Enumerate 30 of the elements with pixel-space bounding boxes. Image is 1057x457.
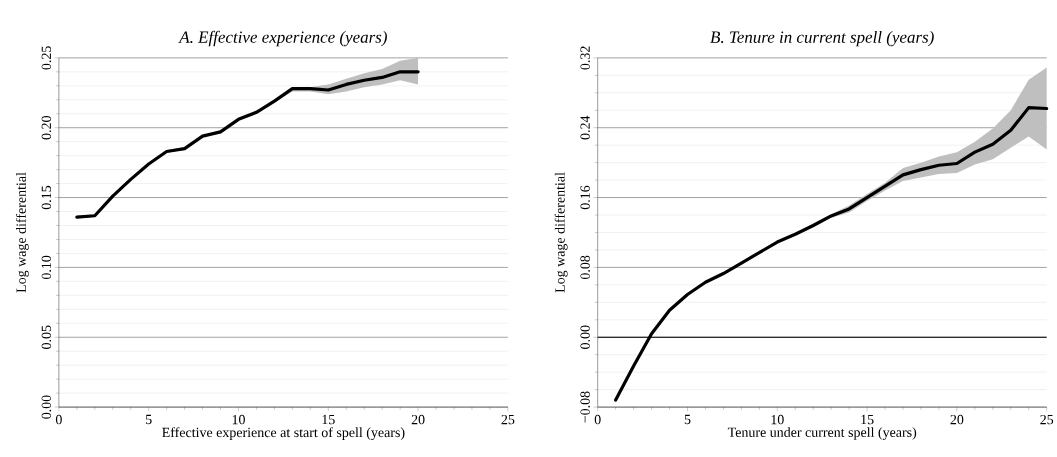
x-tick-label: 0 [594,414,601,425]
y-tick-label: 0.20 [41,116,52,140]
y-tick-label: 0.24 [580,115,590,140]
x-tick-label: 10 [232,414,245,425]
x-tick-label: 25 [1040,414,1054,425]
y-tick-label: 0.08 [580,255,590,280]
x-tick-label: 5 [146,414,152,425]
y-tick-label: 0.00 [580,325,590,349]
x-tick-label: 25 [501,414,515,425]
y-tick-label: 0.15 [41,185,52,210]
chart-title: B. Tenure in current spell (years) [710,30,934,47]
y-tick-label: −0.08 [580,391,590,423]
x-tick-label: 20 [950,414,964,425]
y-axis-title: Log wage differential [554,172,568,293]
x-tick-label: 15 [322,414,335,425]
y-tick-label: 0.32 [580,46,590,70]
x-tick-label: 20 [411,414,425,425]
x-axis-title: Tenure under current spell (years) [727,427,917,440]
x-axis-title: Effective experience at start of spell (years) [162,427,405,441]
y-tick-label: 0.05 [41,325,52,349]
y-axis-title: Log wage differential [15,172,29,293]
y-tick-label: 0.00 [41,395,52,419]
y-tick-label: 0.25 [41,46,52,70]
x-tick-label: 15 [861,414,874,425]
y-tick-label: 0.16 [580,185,590,210]
x-tick-label: 5 [684,414,691,425]
y-tick-label: 0.10 [41,255,52,280]
x-tick-label: 0 [55,414,62,425]
chart-title: A. Effective experience (years) [178,30,387,47]
x-tick-label: 10 [771,414,784,425]
